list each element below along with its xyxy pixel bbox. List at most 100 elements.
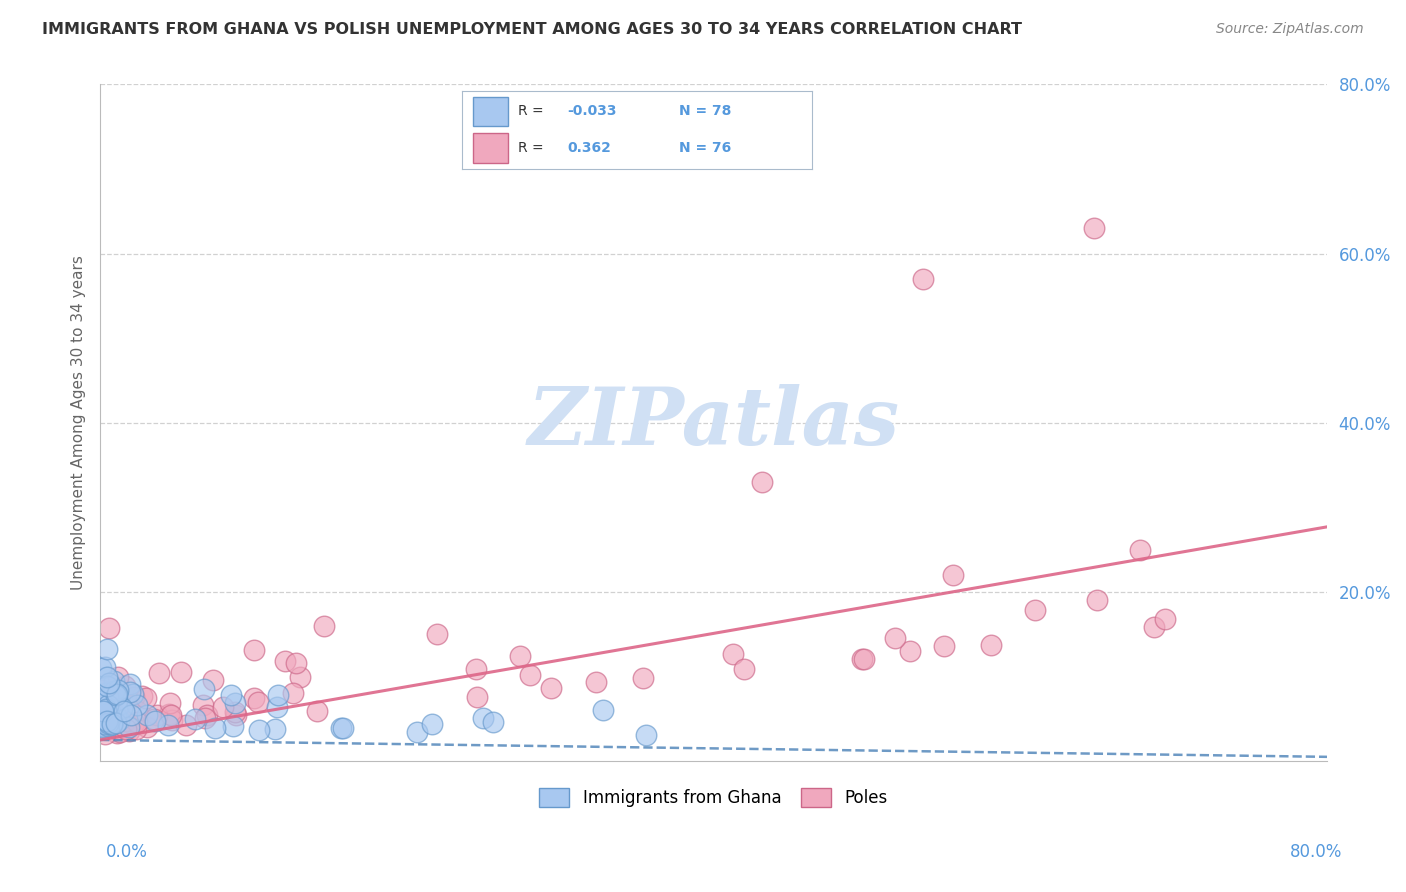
Point [125, 704, 148, 718]
Point [274, 654, 297, 668]
Point [733, 662, 755, 676]
Point [160, 708, 183, 723]
Point [111, 701, 134, 715]
Point [193, 682, 215, 697]
Point [90, 661, 112, 675]
Text: 0.0%: 0.0% [105, 843, 148, 861]
Point [631, 671, 654, 685]
Point [980, 638, 1002, 652]
Point [1024, 602, 1046, 616]
Point [482, 714, 505, 729]
Point [96, 670, 118, 684]
Point [122, 687, 145, 701]
Point [93, 714, 115, 729]
Point [932, 639, 955, 653]
Point [142, 712, 165, 726]
Point [90, 703, 112, 717]
Point [332, 721, 354, 735]
Point [94, 717, 117, 731]
Point [96, 706, 118, 721]
Point [145, 707, 167, 722]
Point [219, 688, 242, 702]
Point [519, 668, 541, 682]
Point [426, 627, 449, 641]
Point [174, 717, 197, 731]
Point [314, 619, 336, 633]
Point [91, 703, 114, 717]
Point [107, 683, 129, 698]
Point [184, 712, 207, 726]
Point [94, 702, 117, 716]
Point [1085, 593, 1108, 607]
Point [91, 682, 114, 697]
Point [195, 708, 218, 723]
Point [110, 725, 132, 739]
Point [94, 726, 117, 740]
Point [465, 662, 488, 676]
Point [96, 679, 118, 693]
Point [159, 696, 181, 710]
Point [467, 690, 489, 704]
Point [97, 621, 120, 635]
Point [96, 698, 118, 712]
Point [114, 704, 136, 718]
Point [90, 712, 112, 726]
Point [104, 709, 127, 723]
Point [118, 685, 141, 699]
Point [93, 707, 115, 722]
Point [105, 726, 128, 740]
Point [285, 656, 308, 670]
Point [103, 674, 125, 689]
Point [94, 704, 117, 718]
Point [136, 720, 159, 734]
Point [585, 675, 607, 690]
Point [721, 647, 744, 661]
Point [91, 720, 114, 734]
Point [420, 717, 443, 731]
Point [103, 715, 125, 730]
Point [156, 717, 179, 731]
Point [222, 718, 245, 732]
Point [94, 707, 117, 722]
Point [96, 642, 118, 657]
Point [97, 716, 120, 731]
Point [405, 725, 427, 739]
Point [329, 721, 352, 735]
Point [105, 687, 128, 701]
Point [118, 724, 141, 739]
Point [911, 272, 934, 286]
Point [853, 651, 876, 665]
Point [96, 716, 118, 731]
Point [101, 716, 124, 731]
Text: Source: ZipAtlas.com: Source: ZipAtlas.com [1216, 22, 1364, 37]
Point [104, 715, 127, 730]
Point [114, 719, 136, 733]
Point [148, 665, 170, 680]
Point [900, 643, 922, 657]
Point [1143, 620, 1166, 634]
Point [96, 714, 118, 728]
Point [247, 723, 270, 737]
Point [94, 702, 117, 716]
Point [266, 700, 288, 714]
Point [107, 713, 129, 727]
Point [131, 689, 153, 703]
Point [592, 703, 614, 717]
Point [247, 695, 270, 709]
Point [202, 673, 225, 687]
Point [115, 722, 138, 736]
Point [105, 693, 128, 707]
Point [243, 691, 266, 706]
Point [103, 684, 125, 698]
Point [884, 631, 907, 645]
Point [104, 707, 127, 722]
Point [242, 643, 264, 657]
Point [191, 698, 214, 712]
Point [281, 686, 304, 700]
Point [100, 717, 122, 731]
Point [157, 706, 180, 721]
Point [225, 708, 247, 723]
Y-axis label: Unemployment Among Ages 30 to 34 years: Unemployment Among Ages 30 to 34 years [72, 255, 86, 591]
Point [509, 648, 531, 663]
Point [125, 698, 148, 712]
